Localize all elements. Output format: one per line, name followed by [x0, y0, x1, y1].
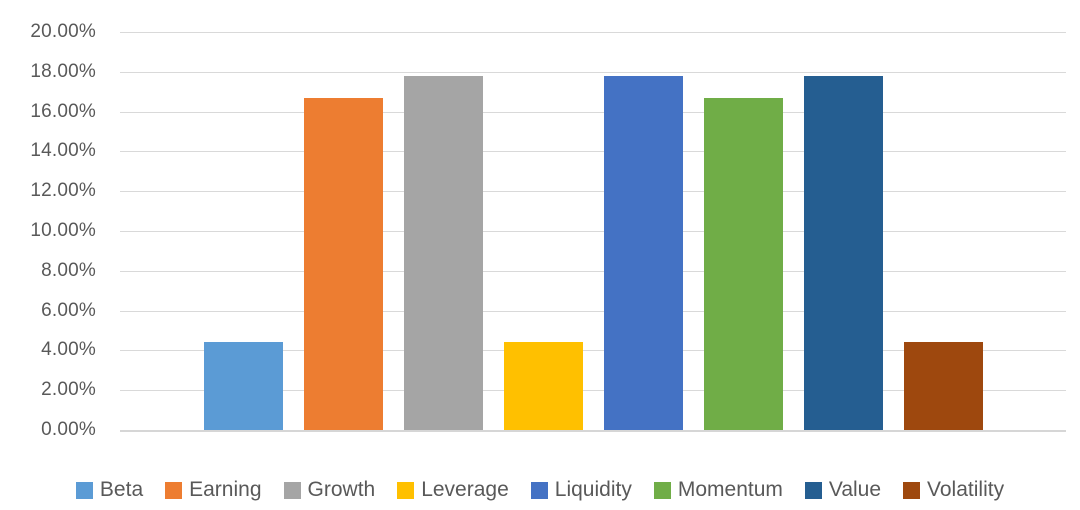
plot-area: [120, 32, 1066, 432]
y-tick-label: 18.00%: [30, 60, 96, 82]
legend-swatch-icon: [530, 481, 548, 499]
legend-item-growth[interactable]: Growth: [283, 478, 376, 502]
legend-item-leverage[interactable]: Leverage: [397, 478, 509, 502]
bar-momentum[interactable]: [703, 98, 783, 430]
legend-item-momentum[interactable]: Momentum: [653, 478, 783, 502]
y-tick-label: 12.00%: [30, 180, 96, 202]
legend-swatch-icon: [653, 481, 671, 499]
gridline: [120, 350, 1066, 352]
y-tick-label: 20.00%: [30, 21, 96, 42]
legend-item-beta[interactable]: Beta: [75, 478, 144, 502]
bar-earning[interactable]: [303, 98, 383, 430]
bar-value[interactable]: [803, 76, 883, 430]
bar-volatility[interactable]: [903, 341, 983, 430]
y-tick-label: 16.00%: [30, 100, 96, 122]
bar-beta[interactable]: [203, 341, 283, 430]
gridline: [120, 111, 1066, 113]
legend-label: Liquidity: [554, 478, 632, 501]
legend: Beta Earning Growth Leverage Liquidity Moment…: [0, 473, 1080, 507]
y-tick-label: 8.00%: [41, 259, 96, 281]
legend-swatch-icon: [903, 481, 921, 499]
gridline: [120, 231, 1066, 232]
legend-label: Leverage: [421, 478, 509, 501]
y-tick-label: 4.00%: [41, 339, 96, 361]
legend-swatch-icon: [283, 481, 301, 499]
bar-leverage[interactable]: [503, 341, 583, 430]
gridline: [120, 191, 1066, 193]
gridline: [120, 32, 1066, 33]
legend-item-earning[interactable]: Earning: [165, 478, 262, 502]
legend-swatch-icon: [165, 481, 183, 499]
legend-item-value[interactable]: Value: [804, 478, 882, 502]
gridline: [120, 151, 1066, 153]
y-tick-label: 10.00%: [30, 220, 96, 241]
legend-item-volatility[interactable]: Volatility: [903, 478, 1004, 502]
gridline: [120, 71, 1066, 73]
gridline: [120, 390, 1066, 392]
y-tick-label: 6.00%: [41, 299, 96, 321]
legend-swatch-icon: [75, 481, 93, 499]
legend-swatch-icon: [804, 481, 822, 499]
gridline: [120, 270, 1066, 272]
y-axis: 20.00% 18.00% 16.00% 14.00% 12.00% 10.00% 8.00…: [0, 0, 96, 450]
bar-liquidity[interactable]: [603, 76, 683, 430]
y-tick-label: 2.00%: [41, 379, 96, 401]
y-tick-label: 0.00%: [41, 419, 96, 440]
legend-label: Value: [828, 478, 882, 501]
legend-label: Momentum: [677, 478, 783, 501]
legend-item-liquidity[interactable]: Liquidity: [530, 478, 632, 502]
legend-label: Earning: [189, 478, 262, 501]
legend-label: Beta: [99, 478, 144, 501]
gridline: [120, 310, 1066, 312]
legend-swatch-icon: [397, 481, 415, 499]
legend-label: Volatility: [927, 478, 1005, 501]
y-tick-label: 14.00%: [30, 140, 96, 162]
bar-growth[interactable]: [403, 76, 483, 430]
legend-label: Growth: [307, 478, 376, 501]
